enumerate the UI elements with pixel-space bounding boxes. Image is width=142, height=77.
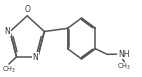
Text: CH$_3$: CH$_3$ — [2, 64, 16, 75]
Text: CH$_3$: CH$_3$ — [117, 62, 131, 72]
Text: N: N — [5, 27, 10, 36]
Text: O: O — [24, 5, 30, 14]
Text: N: N — [32, 53, 38, 62]
Text: NH: NH — [118, 50, 130, 59]
